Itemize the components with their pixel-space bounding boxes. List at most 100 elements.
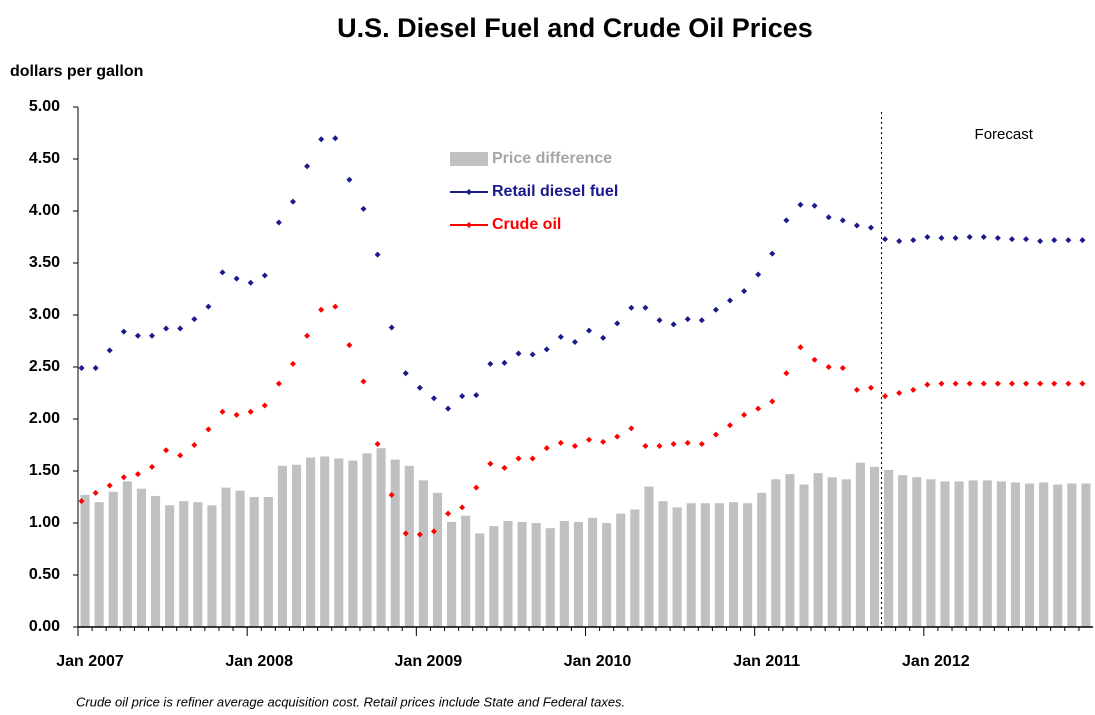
legend-swatch <box>450 152 488 166</box>
bar <box>982 480 992 627</box>
marker <box>614 433 621 440</box>
marker <box>92 365 99 372</box>
marker <box>177 325 184 332</box>
marker <box>416 531 423 538</box>
bar <box>658 501 668 627</box>
bar <box>263 497 273 627</box>
marker <box>783 217 790 224</box>
marker <box>797 344 804 351</box>
marker <box>430 395 437 402</box>
marker <box>205 303 212 310</box>
marker <box>529 455 536 462</box>
bar <box>94 502 104 627</box>
x-tick-label: Jan 2010 <box>564 653 632 670</box>
marker <box>134 471 141 478</box>
marker <box>726 422 733 429</box>
bar <box>869 466 880 627</box>
marker <box>656 317 663 324</box>
marker <box>557 439 564 446</box>
bar <box>588 517 598 627</box>
marker <box>318 136 325 143</box>
bar <box>968 480 978 627</box>
marker <box>219 269 226 276</box>
y-tick-label: 3.50 <box>29 254 60 271</box>
marker <box>78 365 85 372</box>
marker <box>106 482 113 489</box>
marker <box>501 464 508 471</box>
marker <box>275 219 282 226</box>
x-tick-label: Jan 2009 <box>395 653 463 670</box>
marker <box>853 386 860 393</box>
footnote: Crude oil price is refiner average acqui… <box>76 694 625 709</box>
marker <box>515 455 522 462</box>
bar <box>122 481 132 627</box>
marker <box>247 279 254 286</box>
marker <box>726 297 733 304</box>
bar <box>912 477 922 627</box>
marker <box>712 306 719 313</box>
y-axis-label: dollars per gallon <box>10 63 143 80</box>
bar <box>743 503 753 627</box>
bar <box>700 503 710 627</box>
marker <box>571 339 578 346</box>
marker <box>910 237 917 244</box>
marker <box>614 320 621 327</box>
x-tick-label: Jan 2008 <box>225 653 293 670</box>
marker <box>741 411 748 418</box>
marker <box>684 439 691 446</box>
marker <box>1079 380 1086 387</box>
marker <box>670 440 677 447</box>
marker <box>839 365 846 372</box>
marker <box>261 402 268 409</box>
bar <box>1081 483 1091 627</box>
marker <box>910 386 917 393</box>
marker <box>275 380 282 387</box>
bar <box>517 521 527 627</box>
marker <box>1065 237 1072 244</box>
marker <box>78 498 85 505</box>
y-tick-label: 1.00 <box>29 514 60 531</box>
y-tick-label: 5.00 <box>29 98 60 115</box>
y-tick-label: 4.50 <box>29 150 60 167</box>
marker <box>360 205 367 212</box>
marker <box>177 452 184 459</box>
marker <box>670 321 677 328</box>
marker <box>191 442 198 448</box>
marker <box>966 380 973 387</box>
marker <box>388 491 395 498</box>
bar <box>996 481 1006 627</box>
marker <box>304 163 311 170</box>
marker <box>741 288 748 295</box>
marker <box>839 217 846 224</box>
bar <box>940 481 950 627</box>
marker <box>938 235 945 242</box>
bar <box>136 488 146 627</box>
marker <box>374 440 381 447</box>
bar <box>1053 484 1063 627</box>
x-tick-label: Jan 2007 <box>56 653 124 670</box>
x-tick-label: Jan 2011 <box>733 653 800 670</box>
marker <box>445 510 452 517</box>
bar <box>306 457 316 627</box>
marker <box>1051 380 1058 387</box>
marker <box>205 426 212 433</box>
bar <box>644 486 654 627</box>
legend-label: Retail diesel fuel <box>492 183 618 200</box>
y-tick-label: 4.00 <box>29 202 60 219</box>
marker <box>346 176 353 183</box>
bar <box>1025 483 1035 627</box>
bar <box>926 479 936 627</box>
marker <box>487 460 494 467</box>
marker <box>304 332 311 339</box>
y-tick-label: 0.50 <box>29 566 60 583</box>
bar <box>503 520 513 627</box>
marker <box>289 360 296 367</box>
bar <box>348 460 358 627</box>
bar <box>390 459 400 627</box>
bar <box>291 464 302 627</box>
bar <box>1010 482 1021 627</box>
bar <box>277 465 287 627</box>
bar <box>150 495 161 627</box>
bar <box>602 523 612 627</box>
